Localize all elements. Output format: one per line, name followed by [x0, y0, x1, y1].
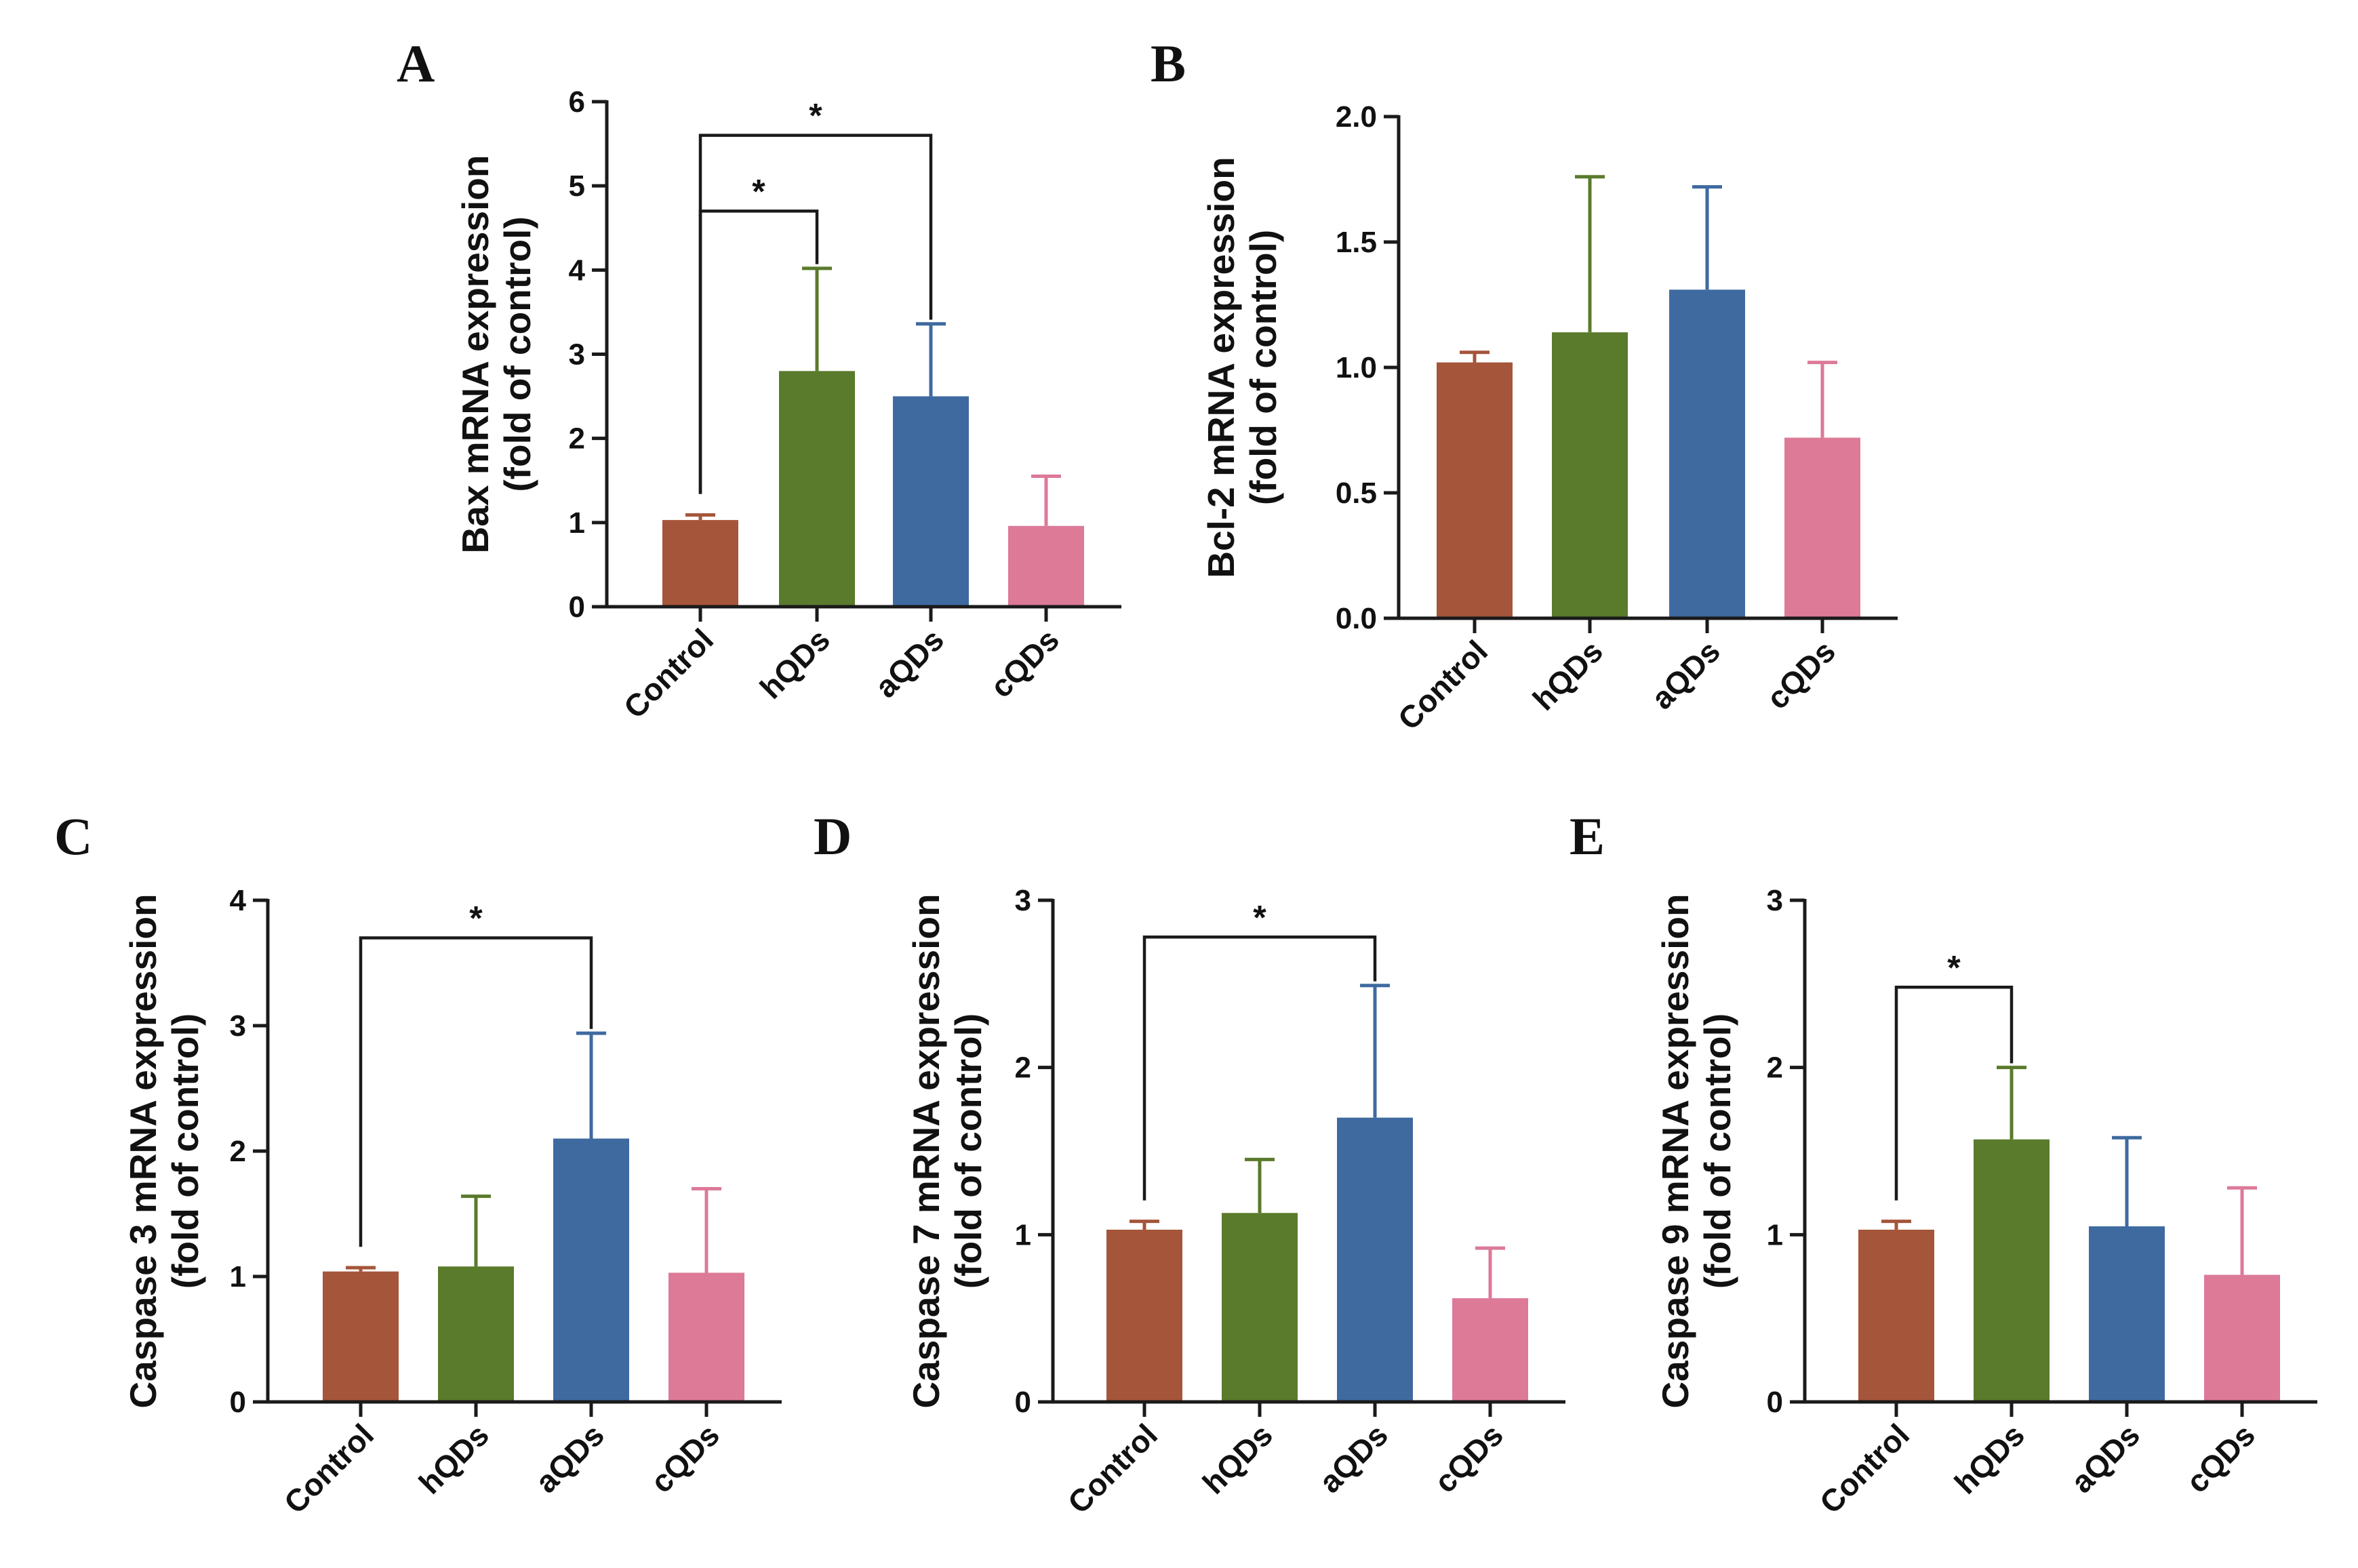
bar-cqds: [1784, 437, 1860, 618]
significance-label: *: [752, 172, 765, 210]
x-tick-label-control: Control: [1391, 633, 1494, 736]
y-tick-label: 0.5: [1336, 477, 1377, 510]
bar-cqds: [1008, 525, 1084, 607]
y-axis-label-unit: (fold of control): [1242, 230, 1284, 505]
significance-bracket: [359, 936, 593, 1247]
y-tick-label: 1.5: [1336, 226, 1377, 259]
panel-c: C 0 1 2 3 4 Control hQDs aQDs cQDs Caspase 3 mRNA …: [54, 807, 782, 1521]
significance-label: *: [1253, 898, 1266, 936]
x-tick-label-hqds: hQDs: [412, 1417, 496, 1501]
y-tick-label: 2: [230, 1135, 246, 1168]
bar-cqds: [668, 1272, 744, 1402]
y-tick-label: 0: [1015, 1386, 1031, 1419]
panel-b: B 0.0 0.5 1.0 1.5 2.0 Control hQDs aQDs cQDs Bcl-2…: [1151, 34, 1898, 737]
y-tick-label: 0.0: [1336, 602, 1377, 635]
y-tick-label: 3: [569, 338, 585, 371]
bar-aqds: [2089, 1226, 2165, 1402]
bar-cqds: [1452, 1298, 1528, 1402]
y-tick-label: 1: [569, 506, 585, 540]
y-tick-label: 3: [1015, 884, 1031, 917]
panel-e: E 0 1 2 3 Control hQDs aQDs cQDs Caspase 9 mRNA e…: [1570, 807, 2317, 1521]
significance-bracket: [1142, 936, 1377, 1201]
bar-control: [662, 520, 738, 607]
x-tick-label-aqds: aQDs: [1312, 1417, 1395, 1500]
x-tick-label-cqds: cQDs: [983, 622, 1066, 704]
y-tick-label: 1: [230, 1260, 246, 1293]
panel-letter: C: [54, 807, 92, 866]
x-tick-label-cqds: cQDs: [2179, 1417, 2262, 1500]
y-tick-label: 0: [1767, 1386, 1783, 1419]
x-tick-label-aqds: aQDs: [1644, 633, 1727, 716]
bar-control: [323, 1271, 399, 1402]
x-tick-label-control: Control: [1061, 1417, 1164, 1520]
y-axis-label: Caspase 7 mRNA expression: [905, 893, 947, 1408]
x-tick-label-control: Control: [617, 622, 720, 725]
bar-aqds: [1669, 289, 1745, 618]
bar-hqds: [438, 1266, 514, 1402]
y-tick-label: 6: [569, 85, 585, 119]
bar-control: [1858, 1229, 1934, 1402]
x-tick-label-hqds: hQDs: [1948, 1417, 2032, 1501]
y-axis-label: Caspase 3 mRNA expression: [122, 893, 164, 1408]
significance-bracket: [698, 209, 819, 494]
y-tick-label: 5: [569, 169, 585, 203]
y-tick-label: 0: [230, 1386, 246, 1419]
bar-hqds: [1552, 332, 1628, 618]
panel-letter: D: [814, 807, 852, 866]
bar-hqds: [779, 371, 855, 607]
x-tick-label-cqds: cQDs: [1759, 633, 1842, 716]
x-tick-label-hqds: hQDs: [1526, 633, 1610, 717]
significance-label: *: [809, 97, 822, 135]
y-tick-label: 2: [1015, 1051, 1031, 1085]
y-axis-label-unit: (fold of control): [164, 1013, 206, 1289]
x-tick-label-aqds: aQDs: [528, 1417, 611, 1500]
y-axis-label: Bcl-2 mRNA expression: [1200, 157, 1242, 578]
panel-letter: A: [397, 34, 435, 93]
x-tick-label-hqds: hQDs: [1196, 1417, 1280, 1501]
bar-control: [1437, 362, 1513, 618]
y-tick-label: 2: [569, 422, 585, 456]
y-tick-label: 1.0: [1336, 351, 1377, 384]
y-tick-label: 1: [1767, 1218, 1783, 1251]
y-tick-label: 4: [569, 254, 586, 287]
bar-cqds: [2204, 1274, 2280, 1402]
bar-aqds: [1337, 1117, 1413, 1402]
y-tick-label: 1: [1015, 1218, 1031, 1251]
bar-hqds: [1974, 1139, 2050, 1402]
x-tick-label-hqds: hQDs: [753, 622, 837, 706]
bar-control: [1106, 1229, 1182, 1402]
panel-a: A 0 1 2 3 4 5 6 Control hQDs aQDs cQDs Bax mRNA expr…: [397, 34, 1121, 725]
y-axis-label-unit: (fold of control): [496, 216, 538, 491]
significance-label: *: [469, 900, 483, 938]
panel-d: D 0 1 2 3 Control hQDs aQDs cQDs Caspase 7 mRNA e…: [814, 807, 1565, 1521]
y-axis-label: Caspase 9 mRNA expression: [1654, 893, 1696, 1408]
y-tick-label: 3: [1767, 884, 1783, 917]
y-axis-label-unit: (fold of control): [1696, 1013, 1738, 1289]
panel-letter: E: [1570, 807, 1605, 866]
significance-bracket: [1894, 986, 2014, 1201]
x-tick-label-aqds: aQDs: [2064, 1417, 2146, 1500]
y-tick-label: 0: [569, 590, 585, 624]
x-tick-label-cqds: cQDs: [1427, 1417, 1510, 1500]
y-tick-label: 2.0: [1336, 100, 1377, 134]
bar-hqds: [1222, 1213, 1298, 1402]
y-axis-label: Bax mRNA expression: [454, 155, 496, 554]
x-tick-label-control: Control: [1813, 1417, 1916, 1520]
bar-aqds: [553, 1138, 629, 1402]
bar-aqds: [893, 396, 969, 607]
x-tick-label-control: Control: [277, 1417, 380, 1520]
y-axis-label-unit: (fold of control): [947, 1013, 989, 1289]
y-tick-label: 2: [1767, 1051, 1783, 1085]
x-tick-label-cqds: cQDs: [643, 1417, 726, 1500]
y-tick-label: 4: [230, 884, 247, 917]
y-tick-label: 3: [230, 1009, 246, 1043]
x-tick-label-aqds: aQDs: [868, 622, 951, 704]
panel-letter: B: [1151, 34, 1186, 93]
significance-label: *: [1947, 948, 1961, 986]
